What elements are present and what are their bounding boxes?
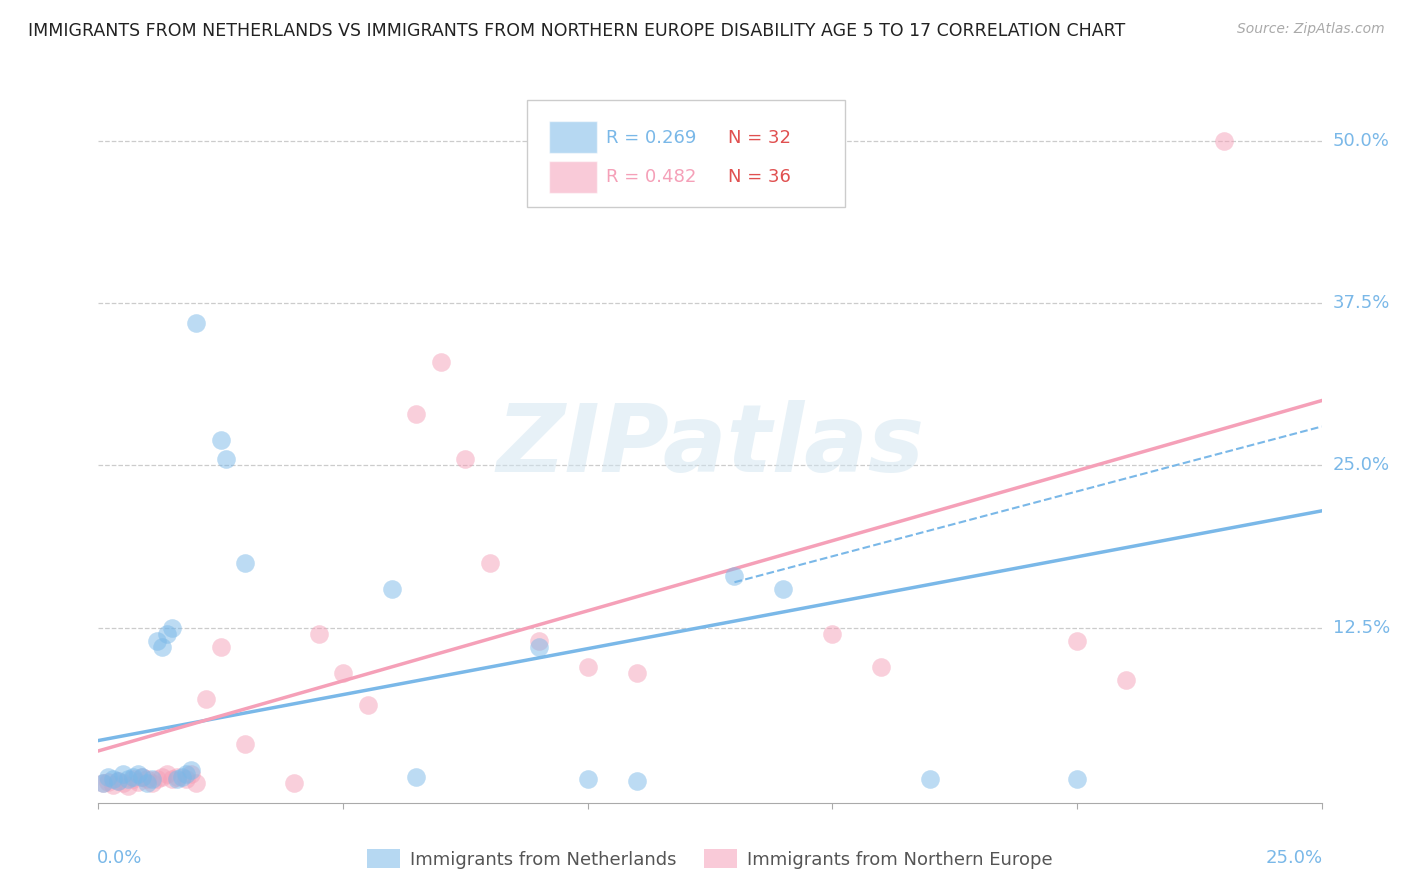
Point [576,772,599,787]
Point [111,776,134,790]
Point [233,738,256,752]
Text: Source: ZipAtlas.com: Source: ZipAtlas.com [1237,22,1385,37]
Point [454,452,477,467]
Point [870,659,893,673]
Point [405,407,427,421]
Point [127,775,149,789]
Point [117,772,139,787]
Text: 12.5%: 12.5% [1333,619,1391,637]
Point [121,770,143,784]
Point [626,666,648,681]
Point [626,773,648,788]
Point [821,627,844,641]
Point [111,767,134,781]
Point [117,779,139,793]
Point [160,621,183,635]
Point [146,633,169,648]
Point [332,666,354,681]
Point [308,627,330,641]
Point [97,775,120,789]
Text: ZIPatlas: ZIPatlas [496,400,924,492]
Point [107,773,129,788]
Point [121,772,143,787]
Point [166,772,188,787]
Point [1066,633,1088,648]
Point [176,772,198,787]
Point [1066,772,1088,787]
Text: 25.0%: 25.0% [1333,457,1391,475]
FancyBboxPatch shape [526,100,845,207]
Point [170,770,193,784]
Legend: Immigrants from Netherlands, Immigrants from Northern Europe: Immigrants from Netherlands, Immigrants … [360,842,1060,876]
Point [1115,673,1137,687]
Point [131,770,153,784]
Point [186,776,208,790]
Point [209,433,232,447]
FancyBboxPatch shape [548,121,598,153]
Point [1212,134,1234,148]
Point [127,767,149,781]
Point [283,776,305,790]
Point [195,692,218,706]
FancyBboxPatch shape [548,161,598,193]
Point [156,627,179,641]
Point [141,776,163,790]
Point [430,354,453,368]
Point [233,556,256,570]
Point [97,770,120,784]
Point [209,640,232,654]
Point [176,767,198,781]
Point [166,770,188,784]
Point [150,640,173,654]
Point [141,772,163,787]
Point [91,776,114,790]
Point [527,633,550,648]
Point [131,770,153,784]
Point [356,698,378,713]
Point [136,776,159,790]
Point [136,772,159,787]
Text: N = 36: N = 36 [728,168,792,186]
Point [527,640,550,654]
Point [772,582,794,596]
Point [150,770,173,784]
Point [180,767,202,781]
Point [101,772,124,787]
Text: IMMIGRANTS FROM NETHERLANDS VS IMMIGRANTS FROM NORTHERN EUROPE DISABILITY AGE 5 : IMMIGRANTS FROM NETHERLANDS VS IMMIGRANT… [28,22,1125,40]
Text: 50.0%: 50.0% [1333,132,1389,150]
Point [478,556,501,570]
Point [160,772,183,787]
Point [576,659,599,673]
Point [180,764,202,778]
Point [156,767,179,781]
Point [186,316,208,330]
Text: N = 32: N = 32 [728,128,792,146]
Point [381,582,404,596]
Point [146,772,169,787]
Point [107,773,129,788]
Text: 37.5%: 37.5% [1333,294,1391,312]
Point [920,772,942,787]
Text: R = 0.269: R = 0.269 [606,128,696,146]
Point [405,770,427,784]
Point [91,776,114,790]
Text: 25.0%: 25.0% [1265,849,1323,867]
Point [101,778,124,792]
Point [723,568,745,582]
Text: 0.0%: 0.0% [97,849,142,867]
Point [214,452,236,467]
Text: R = 0.482: R = 0.482 [606,168,696,186]
